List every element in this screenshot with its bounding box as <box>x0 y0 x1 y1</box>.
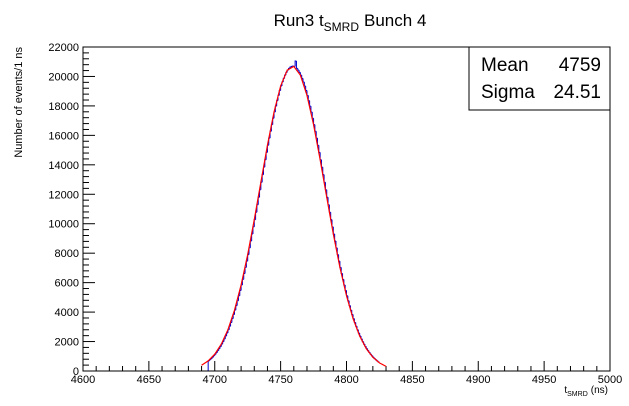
y-tick-label: 18000 <box>48 101 79 113</box>
x-tick-label: 4750 <box>268 374 292 386</box>
y-tick-label: 4000 <box>55 307 79 319</box>
x-tick-label: 4700 <box>203 374 227 386</box>
x-tick-label: 4800 <box>334 374 358 386</box>
stats-label: Sigma <box>481 82 535 103</box>
x-label-suffix: (ns) <box>591 385 608 396</box>
x-tick-label: 4950 <box>532 374 556 386</box>
stats-value: 4759 <box>559 55 601 76</box>
y-axis-label: Number of events/1 ns <box>13 47 25 158</box>
title-subscript: SMRD <box>324 20 360 34</box>
title-text: Run3 t <box>274 11 324 30</box>
y-tick-label: 2000 <box>55 337 79 349</box>
y-tick-label: 16000 <box>48 130 79 142</box>
y-tick-label: 8000 <box>55 248 79 260</box>
y-tick-label: 20000 <box>48 71 79 83</box>
x-label-subscript: SMRD <box>567 391 588 398</box>
x-tick-label: 4600 <box>71 374 95 386</box>
y-tick-label: 10000 <box>48 219 79 231</box>
stats-label: Mean <box>481 55 529 76</box>
x-tick-label: 4650 <box>137 374 161 386</box>
y-tick-label: 14000 <box>48 160 79 172</box>
stats-value: 24.51 <box>553 82 601 103</box>
x-tick-label: 4850 <box>400 374 424 386</box>
title-suffix: Bunch 4 <box>364 11 426 30</box>
y-tick-label: 6000 <box>55 278 79 290</box>
y-tick-label: 22000 <box>48 42 79 54</box>
x-tick-label: 4900 <box>466 374 490 386</box>
y-tick-label: 12000 <box>48 189 79 201</box>
x-tick-label: 5000 <box>598 374 622 386</box>
